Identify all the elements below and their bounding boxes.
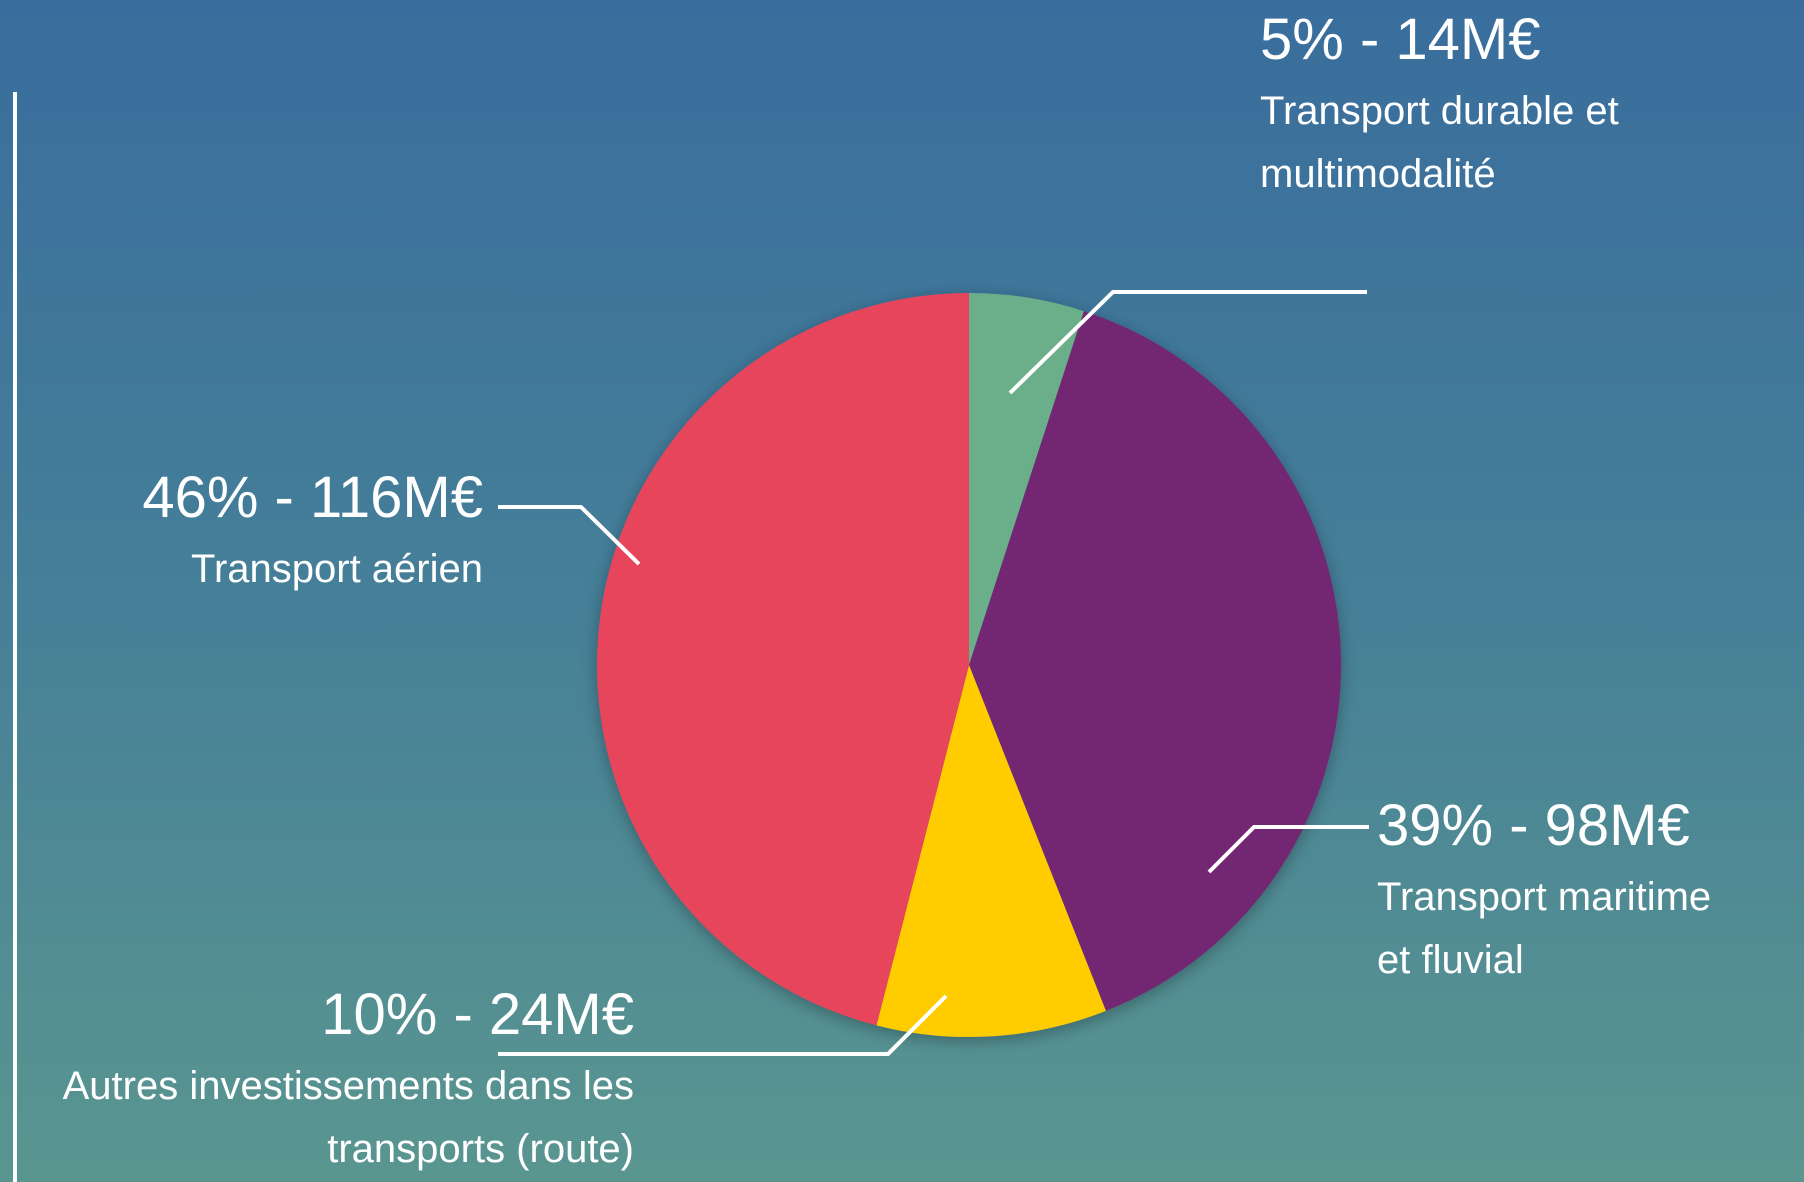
pie-slice xyxy=(969,293,1084,665)
category-label: Transport durable et multimodalité xyxy=(1260,89,1619,196)
value-label: 39% - 98M€ xyxy=(1377,793,1690,858)
leader-lines xyxy=(498,290,1369,1056)
pie-slice xyxy=(876,665,1106,1037)
slice-label: 39% - 98M€ Transport maritime et fluvial xyxy=(1377,786,1737,992)
leader-line xyxy=(498,994,948,1056)
pie-slice xyxy=(969,311,1341,1011)
slice-label: 10% - 24M€ Autres investissements dans l… xyxy=(54,975,634,1181)
leader-line xyxy=(1207,825,1369,874)
value-label: 46% - 116M€ xyxy=(142,465,483,530)
value-label: 5% - 14M€ xyxy=(1260,7,1541,72)
pie xyxy=(596,293,1341,1037)
category-label: Transport aérien xyxy=(191,547,483,591)
slice-label: 46% - 116M€ Transport aérien xyxy=(142,458,483,601)
leader-line xyxy=(498,505,641,566)
leader-line xyxy=(1008,290,1367,395)
slice-label: 5% - 14M€ Transport durable et multimoda… xyxy=(1260,0,1740,206)
category-label: Transport maritime et fluvial xyxy=(1377,875,1712,982)
pie-slice xyxy=(596,293,969,1026)
category-label: Autres investissements dans les transpor… xyxy=(62,1064,634,1171)
value-label: 10% - 24M€ xyxy=(321,982,634,1047)
